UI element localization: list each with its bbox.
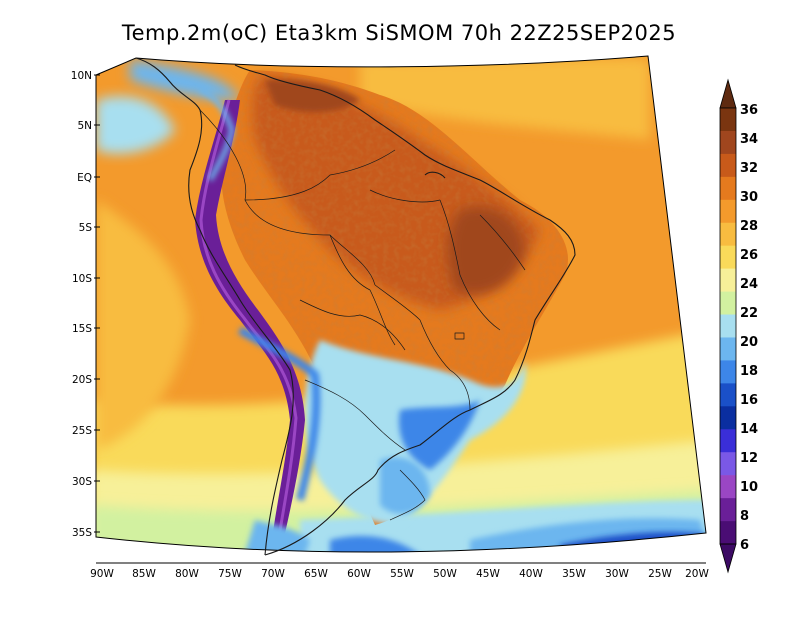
colorbar-swatch (720, 199, 736, 224)
lon-label: 30W (605, 568, 629, 580)
colorbar-frame (719, 107, 737, 545)
lon-label: 50W (433, 568, 457, 580)
lat-label: 15S (72, 323, 92, 335)
colorbar-label: 16 (740, 393, 758, 408)
colorbar-swatch (720, 383, 736, 407)
colorbar-swatch (720, 337, 736, 361)
colorbar-top-arrow (719, 78, 737, 109)
colorbar-swatch (720, 406, 736, 430)
colorbar-label: 36 (740, 103, 758, 118)
colorbar-swatch (720, 429, 736, 453)
lon-label: 40W (519, 568, 543, 580)
colorbar-label: 14 (740, 422, 758, 437)
colorbar-swatch (720, 521, 736, 545)
lon-label: 60W (347, 568, 371, 580)
colorbar-swatch (720, 222, 736, 246)
lat-label: 30S (72, 476, 92, 488)
colorbar-label: 12 (740, 451, 758, 466)
colorbar-label: 20 (740, 335, 758, 350)
colorbar-label: 26 (740, 248, 758, 263)
lon-label: 70W (261, 568, 285, 580)
colorbar-swatch (720, 314, 736, 338)
colorbar-swatch (720, 498, 736, 522)
colorbar-swatch (720, 153, 736, 178)
lon-label: 55W (390, 568, 414, 580)
colorbar-bottom-arrow (719, 543, 737, 574)
colorbar-swatch (720, 176, 736, 201)
colorbar-label: 22 (740, 306, 758, 321)
colorbar-swatch (720, 268, 736, 292)
colorbar-label: 10 (740, 480, 758, 495)
coastlines (135, 57, 576, 556)
colorbar-swatch (720, 452, 736, 476)
longitude-axis: 90W 85W 80W 75W 70W 65W 60W 55W 50W 45W … (90, 562, 709, 580)
temperature-field (96, 56, 706, 553)
lat-label: 25S (72, 425, 92, 437)
colorbar-label: 30 (740, 190, 758, 205)
lon-label: 90W (90, 568, 114, 580)
colorbar-swatch (720, 360, 736, 384)
lon-label: 65W (304, 568, 328, 580)
colorbar-label: 18 (740, 364, 758, 379)
lat-label: 10S (72, 273, 92, 285)
map-title: Temp.2m(oC) Eta3km SiSMOM 70h 22Z25SEP20… (121, 21, 676, 45)
colorbar-label: 34 (740, 132, 758, 147)
colorbar-swatch (720, 130, 736, 155)
lat-label: 35S (72, 527, 92, 539)
colorbar-swatch (720, 291, 736, 315)
colorbar-label: 6 (740, 538, 749, 553)
lon-label: 20W (685, 568, 709, 580)
lat-label: 20S (72, 374, 92, 386)
lon-label: 45W (476, 568, 500, 580)
map-frame (95, 55, 707, 553)
colorbar-label: 8 (740, 509, 749, 524)
colorbar-swatch (720, 108, 736, 132)
lon-label: 75W (218, 568, 242, 580)
colorbar-swatch (720, 245, 736, 269)
lat-label: 5S (79, 222, 93, 234)
lon-label: 85W (132, 568, 156, 580)
colorbar-swatch (720, 475, 736, 499)
lon-label: 35W (562, 568, 586, 580)
lat-label: 10N (71, 70, 92, 82)
colorbar-label: 32 (740, 161, 758, 176)
colorbar-label: 28 (740, 219, 758, 234)
lon-label: 80W (175, 568, 199, 580)
political-borders (199, 109, 526, 521)
lat-label: EQ (77, 172, 92, 184)
lon-label: 25W (648, 568, 672, 580)
lat-label: 5N (77, 120, 92, 132)
colorbar-label: 24 (740, 277, 758, 292)
latitude-axis: 10N 5N EQ 5S 10S 15S 20S 25S 30S 35S (71, 70, 100, 539)
colorbar: 36 34 32 30 28 26 24 22 20 18 16 14 12 10 8 6 (719, 78, 758, 574)
